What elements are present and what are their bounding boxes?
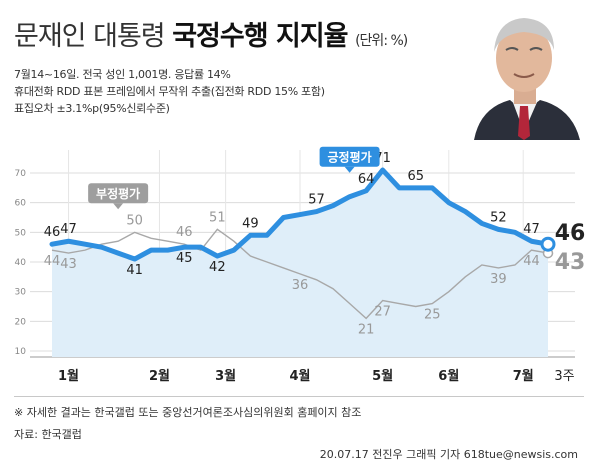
data-label-positive: 41 xyxy=(126,263,143,278)
footnote: ※ 자세한 결과는 한국갤럽 또는 중앙선거여론조사심의위원회 홈페이지 참조 xyxy=(14,406,362,419)
data-label-positive: 57 xyxy=(308,193,325,208)
legend-label-positive-pointer xyxy=(344,166,355,173)
survey-note-3: 표집오차 ±3.1%p(95%신뢰수준) xyxy=(14,102,170,115)
x-tick-label: 6월 xyxy=(438,368,459,384)
approval-area xyxy=(52,170,548,357)
y-tick-label: 10 xyxy=(15,347,27,357)
unit-label: (단위: %) xyxy=(355,33,408,49)
survey-note-2: 휴대전화 RDD 표본 프레임에서 무작위 추출(집전화 RDD 15% 포함) xyxy=(14,85,325,98)
y-tick-label: 40 xyxy=(15,258,27,268)
data-label-positive: 47 xyxy=(60,222,77,237)
positive-end-marker xyxy=(540,236,556,252)
data-label-negative: 25 xyxy=(424,308,441,323)
data-label-negative: 21 xyxy=(358,322,375,337)
data-label-positive: 46 xyxy=(44,225,61,240)
legend-label-positive-box xyxy=(319,146,380,167)
series-line-positive xyxy=(49,167,551,262)
y-tick-label: 30 xyxy=(15,288,27,298)
data-label-negative: 46 xyxy=(176,225,193,240)
data-label-negative: 44 xyxy=(523,254,540,269)
series-line-negative xyxy=(51,228,549,320)
source-label: 자료: 한국갤럽 xyxy=(14,428,82,441)
data-label-negative: 50 xyxy=(126,213,143,228)
legend-label-negative-box xyxy=(88,183,149,204)
data-label-negative: 51 xyxy=(209,210,226,225)
x-tick-label: 3월 xyxy=(215,368,236,384)
x-tick-label: 1월 xyxy=(58,368,79,384)
x-tick-label: 3주 xyxy=(554,369,574,384)
data-label-negative: 27 xyxy=(374,305,391,320)
data-label-negative: 44 xyxy=(44,254,61,269)
x-tick-label: 5월 xyxy=(372,368,393,384)
legend-label-negative-pointer xyxy=(113,203,124,210)
data-label-negative: 39 xyxy=(490,272,507,287)
x-tick-label: 2월 xyxy=(149,368,170,384)
data-label-positive: 45 xyxy=(176,251,193,266)
survey-note-1: 7월14~16일. 전국 성인 1,001명. 응답률 14% xyxy=(14,68,231,81)
title-topic: 국정수행 지지율 xyxy=(172,21,348,52)
title-name: 문재인 대통령 xyxy=(14,21,166,52)
portrait-photo xyxy=(454,0,590,140)
legend-label-positive: 긍정평가 xyxy=(328,150,372,165)
x-tick-label: 7월 xyxy=(513,368,534,384)
data-label-positive: 47 xyxy=(523,222,540,237)
data-label-negative: 43 xyxy=(60,257,77,272)
y-tick-label: 70 xyxy=(15,169,27,179)
legend-label-negative: 부정평가 xyxy=(96,186,140,201)
data-label-positive: 46 xyxy=(555,221,586,246)
y-tick-label: 20 xyxy=(15,317,27,327)
credit-line: 20.07.17 전진우 그래픽 기자 618tue@newsis.com xyxy=(319,448,578,461)
data-label-negative: 36 xyxy=(292,278,309,293)
data-label-positive: 49 xyxy=(242,216,259,231)
data-label-negative: 43 xyxy=(555,250,586,275)
data-label-positive: 42 xyxy=(209,260,226,275)
x-tick-label: 4월 xyxy=(289,368,310,384)
chart-title: 문재인 대통령 국정수행 지지율 (단위: %) xyxy=(14,14,408,53)
y-tick-label: 50 xyxy=(15,228,27,238)
y-tick-label: 60 xyxy=(15,199,27,209)
data-label-positive: 65 xyxy=(407,169,424,184)
data-label-positive: 52 xyxy=(490,210,507,225)
footer-divider xyxy=(14,396,584,397)
data-label-positive: 64 xyxy=(358,172,375,187)
